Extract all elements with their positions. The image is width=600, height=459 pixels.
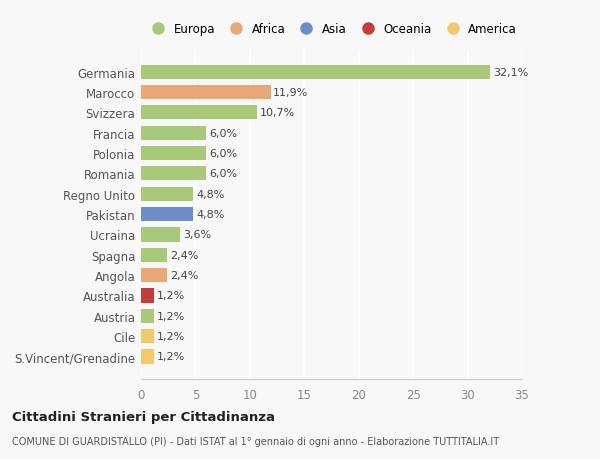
Bar — [141, 248, 167, 262]
Bar — [141, 350, 154, 364]
Text: 2,4%: 2,4% — [170, 250, 198, 260]
Bar — [141, 309, 154, 323]
Text: 4,8%: 4,8% — [196, 189, 224, 199]
Bar — [141, 106, 257, 120]
Text: 2,4%: 2,4% — [170, 270, 198, 280]
Bar — [141, 269, 167, 283]
Bar — [141, 329, 154, 343]
Text: 1,2%: 1,2% — [157, 311, 185, 321]
Bar — [141, 228, 180, 242]
Text: 11,9%: 11,9% — [273, 88, 308, 98]
Bar — [141, 65, 490, 79]
Text: 6,0%: 6,0% — [209, 169, 237, 179]
Text: 32,1%: 32,1% — [493, 67, 529, 78]
Legend: Europa, Africa, Asia, Oceania, America: Europa, Africa, Asia, Oceania, America — [144, 20, 519, 38]
Bar — [141, 126, 206, 140]
Text: 1,2%: 1,2% — [157, 352, 185, 362]
Bar — [141, 289, 154, 303]
Text: 4,8%: 4,8% — [196, 210, 224, 219]
Text: COMUNE DI GUARDISTALLO (PI) - Dati ISTAT al 1° gennaio di ogni anno - Elaborazio: COMUNE DI GUARDISTALLO (PI) - Dati ISTAT… — [12, 437, 499, 446]
Text: 6,0%: 6,0% — [209, 149, 237, 159]
Text: 3,6%: 3,6% — [183, 230, 211, 240]
Text: 1,2%: 1,2% — [157, 331, 185, 341]
Bar — [141, 207, 193, 222]
Text: 10,7%: 10,7% — [260, 108, 295, 118]
Bar — [141, 167, 206, 181]
Bar — [141, 187, 193, 202]
Text: 6,0%: 6,0% — [209, 129, 237, 138]
Text: 1,2%: 1,2% — [157, 291, 185, 301]
Bar — [141, 146, 206, 161]
Text: Cittadini Stranieri per Cittadinanza: Cittadini Stranieri per Cittadinanza — [12, 410, 275, 423]
Bar — [141, 86, 271, 100]
